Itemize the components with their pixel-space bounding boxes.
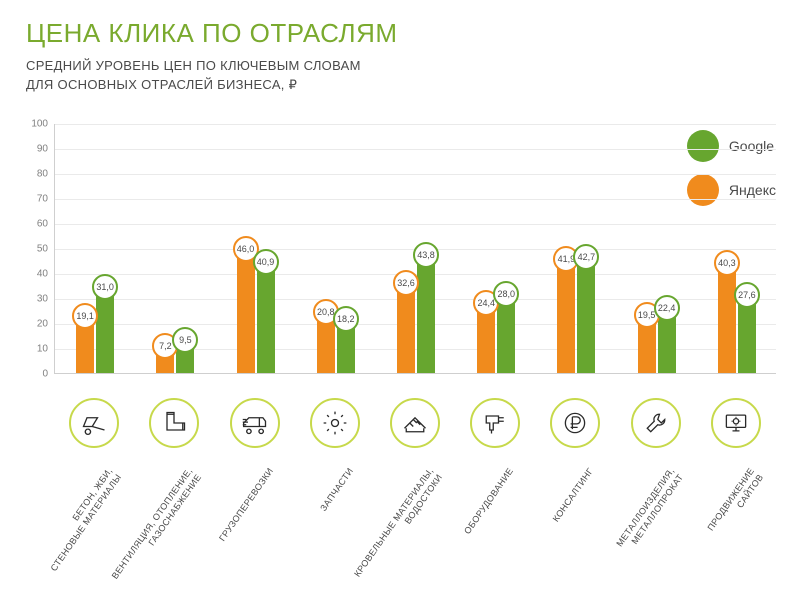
bar-google xyxy=(658,317,676,373)
value-bubble-google: 22,4 xyxy=(654,295,680,321)
y-tick: 100 xyxy=(26,119,48,130)
icons-row xyxy=(54,398,776,454)
pipe-icon xyxy=(149,398,199,448)
wrench-icon xyxy=(631,398,681,448)
bar-group: 19,522,4 xyxy=(635,124,679,373)
bar-google xyxy=(577,266,595,373)
truck-icon xyxy=(230,398,280,448)
value-bubble-google: 43,8 xyxy=(413,242,439,268)
drill-icon xyxy=(470,398,520,448)
value-bubble-google: 18,2 xyxy=(333,306,359,332)
chart-subtitle: СРЕДНИЙ УРОВЕНЬ ЦЕН ПО КЛЮЧЕВЫМ СЛОВАМ Д… xyxy=(0,57,800,95)
bar-group: 40,3 27,6 xyxy=(715,124,759,373)
bar-group: 32,643,8 xyxy=(394,124,438,373)
value-bubble-google: 9,5 xyxy=(172,327,198,353)
value-bubble-google: 28,0 xyxy=(493,281,519,307)
value-bubble-yandex: 32,6 xyxy=(393,270,419,296)
value-bubble-yandex: 40,3 xyxy=(714,250,740,276)
y-tick: 40 xyxy=(26,269,48,280)
y-tick: 20 xyxy=(26,319,48,330)
y-tick: 10 xyxy=(26,344,48,355)
bar-yandex xyxy=(557,268,575,373)
category-label: ЗАПЧАСТИ xyxy=(261,466,356,595)
value-bubble-google: 31,0 xyxy=(92,274,118,300)
value-bubble-google: 27,6 xyxy=(734,282,760,308)
bar-yandex xyxy=(477,312,495,373)
bar-group: 46,040,9 xyxy=(234,124,278,373)
bar-google xyxy=(738,304,756,373)
subtitle-line1: СРЕДНИЙ УРОВЕНЬ ЦЕН ПО КЛЮЧЕВЫМ СЛОВАМ xyxy=(26,57,800,76)
chart: 19,1 31,0 7,29,5 46,040,9 20,818,2 32,643,8 24… xyxy=(26,124,776,394)
bar-yandex xyxy=(76,325,94,373)
bar-group: 24,428,0 xyxy=(474,124,518,373)
subtitle-line2: ДЛЯ ОСНОВНЫХ ОТРАСЛЕЙ БИЗНЕСА, ₽ xyxy=(26,76,800,95)
bar-google xyxy=(417,264,435,374)
bar-google xyxy=(257,271,275,373)
y-tick: 80 xyxy=(26,169,48,180)
bar-google xyxy=(337,328,355,374)
category-label: КОНСАЛТИНГ xyxy=(501,466,596,595)
y-tick: 0 xyxy=(26,369,48,380)
monitor-icon xyxy=(711,398,761,448)
bar-group: 41,942,7 xyxy=(554,124,598,373)
bar-yandex xyxy=(317,321,335,373)
bar-yandex xyxy=(718,272,736,373)
y-tick: 50 xyxy=(26,244,48,255)
ruble-icon xyxy=(550,398,600,448)
gear-icon xyxy=(310,398,360,448)
value-bubble-google: 42,7 xyxy=(573,244,599,270)
bar-group: 19,1 31,0 xyxy=(73,124,117,373)
wheelbarrow-icon xyxy=(69,398,119,448)
bar-yandex xyxy=(397,292,415,374)
plot-area: 19,1 31,0 7,29,5 46,040,9 20,818,2 32,643,8 24… xyxy=(54,124,776,374)
y-tick: 90 xyxy=(26,144,48,155)
bar-yandex xyxy=(237,258,255,373)
chart-title: ЦЕНА КЛИКА ПО ОТРАСЛЯМ xyxy=(0,0,800,57)
value-bubble-google: 40,9 xyxy=(253,249,279,275)
bar-yandex xyxy=(638,324,656,373)
bar-group: 7,29,5 xyxy=(153,124,197,373)
bar-google xyxy=(497,303,515,373)
y-tick: 30 xyxy=(26,294,48,305)
bar-group: 20,818,2 xyxy=(314,124,358,373)
y-tick: 70 xyxy=(26,194,48,205)
labels-row: БЕТОН, ЖБИ, СТЕНОВЫЕ МАТЕРИАЛЫВЕНТИЛЯЦИЯ… xyxy=(54,456,776,596)
roof-icon xyxy=(390,398,440,448)
value-bubble-yandex: 19,1 xyxy=(72,303,98,329)
y-tick: 60 xyxy=(26,219,48,230)
bar-google xyxy=(96,296,114,374)
